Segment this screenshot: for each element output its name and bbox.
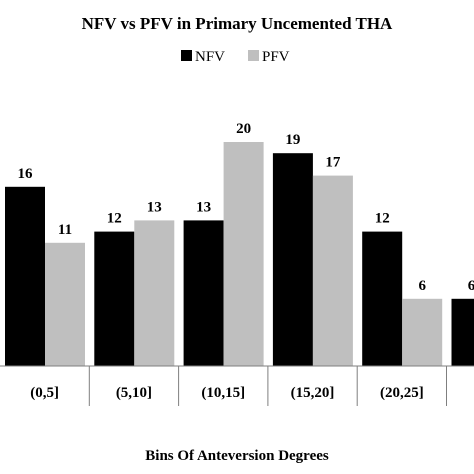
- bar-nfv-2: [183, 220, 224, 366]
- bar-nfv-1: [94, 231, 135, 366]
- bar-pfv-3: [312, 175, 353, 366]
- data-label-nfv-2: 13: [196, 199, 211, 215]
- legend-swatch-pfv: [248, 50, 259, 61]
- bar-nfv-0: [5, 186, 45, 366]
- legend-label-pfv: PFV: [262, 49, 290, 65]
- x-tick-label-0: (0,5]: [30, 385, 59, 401]
- value-labels-group: 16 11 12 13 13 20 19 17 12 6 6: [18, 121, 474, 294]
- data-label-pfv-1: 13: [147, 199, 162, 215]
- bar-nfv-5: [451, 298, 474, 366]
- bar-pfv-0: [45, 242, 85, 366]
- data-label-pfv-4: 6: [418, 278, 426, 294]
- legend: NFV PFV: [181, 49, 290, 65]
- data-label-pfv-3: 17: [325, 155, 341, 171]
- legend-label-nfv: NFV: [195, 49, 225, 65]
- x-tick-label-3: (15,20]: [291, 385, 335, 401]
- data-label-nfv-4: 12: [375, 211, 390, 227]
- data-label-nfv-1: 12: [107, 211, 122, 227]
- bars-group: [5, 142, 474, 366]
- x-tick-label-1: (5,10]: [116, 385, 152, 401]
- x-tick-label-2: (10,15]: [201, 385, 245, 401]
- data-label-nfv-3: 19: [285, 132, 300, 148]
- x-axis-title: Bins Of Anteversion Degrees: [145, 448, 329, 464]
- tick-marks-group: [88, 366, 447, 406]
- bar-nfv-4: [362, 231, 403, 366]
- chart-title: NFV vs PFV in Primary Uncemented THA: [82, 14, 393, 33]
- bar-pfv-1: [134, 220, 175, 366]
- bar-nfv-3: [272, 153, 313, 366]
- data-label-nfv-0: 16: [18, 166, 34, 182]
- data-label-nfv-5: 6: [468, 278, 474, 294]
- legend-swatch-nfv: [181, 50, 192, 61]
- bar-pfv-4: [402, 298, 443, 366]
- x-tick-label-4: (20,25]: [380, 385, 424, 401]
- data-label-pfv-2: 20: [236, 121, 251, 137]
- data-label-pfv-0: 11: [58, 222, 72, 238]
- tick-labels-group: (0,5](5,10](10,15](15,20](20,25](2: [30, 385, 424, 401]
- bar-pfv-2: [223, 142, 264, 366]
